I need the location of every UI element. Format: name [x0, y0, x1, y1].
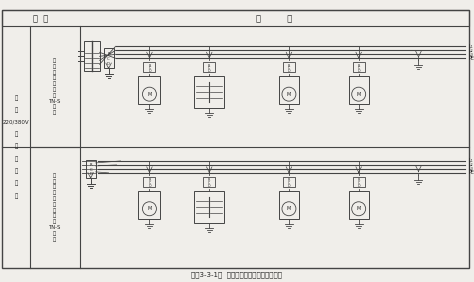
- Text: R: R: [148, 64, 151, 68]
- Bar: [349, 191, 369, 219]
- Text: C: C: [208, 181, 210, 185]
- Text: 接          线: 接 线: [256, 14, 292, 23]
- Text: C: C: [208, 67, 210, 70]
- Bar: [86, 160, 96, 178]
- Bar: [104, 48, 114, 68]
- Text: L₃: L₃: [468, 52, 473, 57]
- Text: 三
相
四
线
制
供
电
局
部
TN-S
系
统: 三 相 四 线 制 供 电 局 部 TN-S 系 统: [49, 173, 61, 242]
- Bar: [283, 177, 295, 187]
- Text: 专
用
变
压
器
供
电
TN-S
系
统: 专 用 变 压 器 供 电 TN-S 系 统: [49, 58, 61, 115]
- Text: L₃: L₃: [468, 166, 473, 171]
- Text: D: D: [288, 69, 290, 73]
- Text: R: R: [208, 64, 210, 68]
- Text: C: C: [148, 181, 151, 185]
- Text: D: D: [357, 184, 360, 188]
- Bar: [283, 62, 295, 72]
- Text: M: M: [147, 92, 152, 97]
- Bar: [144, 62, 155, 72]
- Text: D: D: [89, 172, 92, 176]
- Text: M: M: [356, 206, 361, 211]
- Text: C: C: [288, 67, 290, 70]
- Text: PE: PE: [468, 170, 474, 175]
- Bar: [353, 177, 365, 187]
- Bar: [138, 191, 160, 219]
- Text: L₁: L₁: [468, 158, 473, 164]
- Text: L₁: L₁: [468, 44, 473, 49]
- Text: R: R: [357, 178, 360, 182]
- Text: R: R: [208, 178, 210, 182]
- Text: PE: PE: [468, 56, 474, 61]
- Text: L₂: L₂: [468, 162, 473, 168]
- Text: D: D: [148, 69, 151, 73]
- Text: D: D: [357, 69, 360, 73]
- Text: C: C: [357, 181, 360, 185]
- Bar: [353, 62, 365, 72]
- Text: M: M: [287, 206, 291, 211]
- Text: D: D: [288, 184, 290, 188]
- Bar: [349, 76, 369, 104]
- Bar: [138, 76, 160, 104]
- Text: M: M: [356, 92, 361, 97]
- Text: 三

相

220/380V

接

零

保

护

系

统: 三 相 220/380V 接 零 保 护 系 统: [3, 95, 29, 199]
- Text: R: R: [288, 64, 290, 68]
- Text: M: M: [147, 206, 152, 211]
- Text: D: D: [208, 184, 210, 188]
- Text: L₂: L₂: [468, 48, 473, 53]
- Text: 图（3-3-1）  漏电保护器使用接线方法示意: 图（3-3-1） 漏电保护器使用接线方法示意: [191, 271, 282, 278]
- Text: R: R: [357, 64, 360, 68]
- Text: R: R: [90, 163, 92, 167]
- Bar: [194, 76, 224, 108]
- Text: D: D: [208, 69, 210, 73]
- Text: R: R: [107, 52, 110, 56]
- Text: C: C: [357, 67, 360, 70]
- Bar: [279, 76, 299, 104]
- Bar: [84, 41, 100, 71]
- Text: R: R: [288, 178, 290, 182]
- Text: D: D: [107, 62, 110, 66]
- Text: C: C: [288, 181, 290, 185]
- Text: 系  统: 系 统: [33, 14, 48, 23]
- Bar: [203, 62, 215, 72]
- Text: D: D: [148, 184, 151, 188]
- Text: C: C: [89, 168, 92, 172]
- Text: C: C: [148, 67, 151, 70]
- Bar: [203, 177, 215, 187]
- Bar: [2, 10, 469, 27]
- Text: C: C: [107, 57, 110, 61]
- Text: R: R: [148, 178, 151, 182]
- Bar: [279, 191, 299, 219]
- Bar: [144, 177, 155, 187]
- Text: M: M: [287, 92, 291, 97]
- Bar: [194, 191, 224, 223]
